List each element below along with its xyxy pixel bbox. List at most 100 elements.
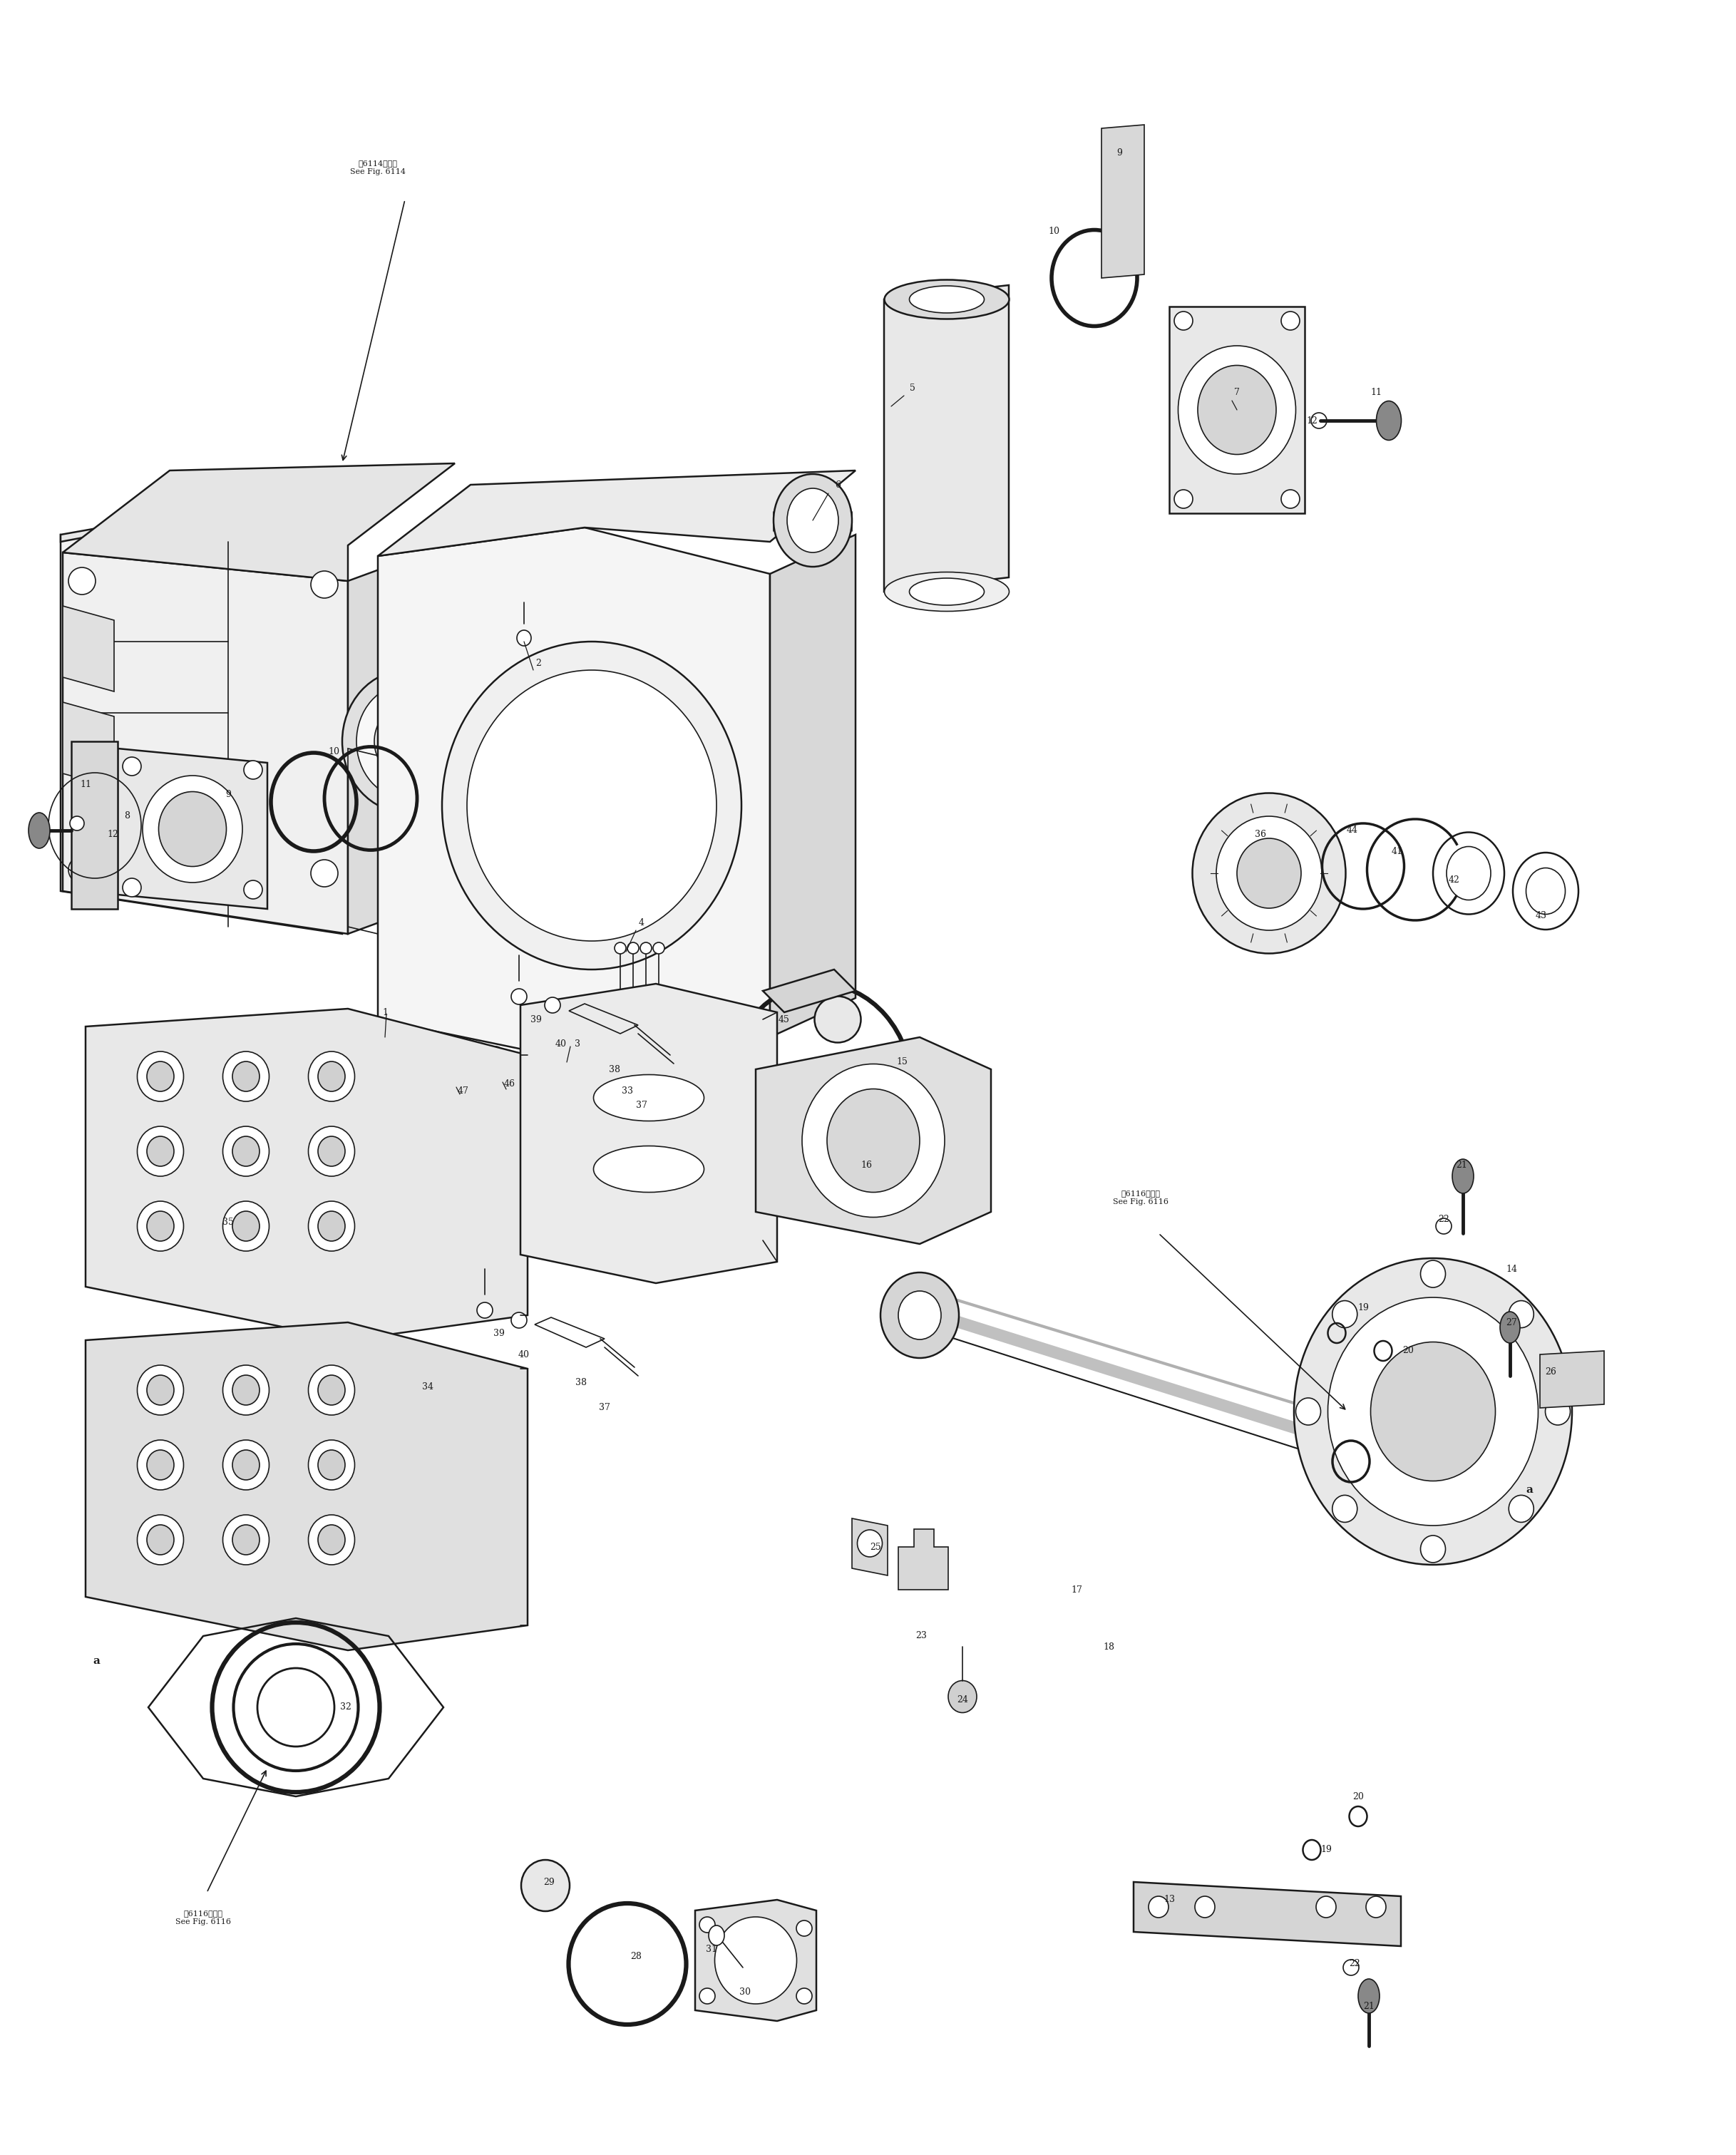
Ellipse shape [1371,1343,1495,1480]
Text: 16: 16 [861,1162,871,1170]
Ellipse shape [311,571,339,599]
Ellipse shape [1328,1297,1538,1526]
Ellipse shape [1332,1302,1358,1327]
Polygon shape [378,528,771,1062]
Ellipse shape [318,1375,345,1405]
Text: 37: 37 [599,1403,611,1412]
Ellipse shape [137,1440,184,1489]
Polygon shape [347,541,455,933]
Ellipse shape [521,1860,569,1911]
Text: 第6114図参照
See Fig. 6114: 第6114図参照 See Fig. 6114 [351,159,406,175]
Text: 40: 40 [519,1349,529,1360]
Ellipse shape [137,1127,184,1177]
Ellipse shape [545,998,561,1013]
Polygon shape [898,1530,948,1590]
Ellipse shape [1281,312,1300,330]
Ellipse shape [1198,366,1276,455]
Ellipse shape [158,791,226,866]
Text: 38: 38 [575,1379,587,1388]
Ellipse shape [1509,1302,1533,1327]
Text: 30: 30 [740,1987,750,1998]
Ellipse shape [342,670,470,812]
Ellipse shape [1293,1259,1573,1565]
Ellipse shape [510,989,526,1004]
Ellipse shape [28,812,50,849]
Text: 22: 22 [1437,1215,1450,1224]
Ellipse shape [814,996,861,1043]
Text: 12: 12 [108,830,118,838]
Polygon shape [1540,1351,1604,1407]
Polygon shape [85,1323,528,1651]
Text: 38: 38 [609,1065,620,1073]
Ellipse shape [309,1515,354,1565]
Text: 第6116図参照
See Fig. 6116: 第6116図参照 See Fig. 6116 [175,1909,231,1924]
Text: 19: 19 [1321,1845,1332,1855]
Ellipse shape [517,629,531,646]
Ellipse shape [1305,1396,1370,1468]
Text: 27: 27 [1505,1317,1517,1327]
Polygon shape [884,284,1009,593]
Ellipse shape [443,642,741,970]
Text: 46: 46 [503,1080,516,1088]
Ellipse shape [148,1450,174,1480]
Ellipse shape [510,1312,526,1327]
Text: a: a [92,1655,99,1666]
Polygon shape [755,1037,991,1243]
Polygon shape [852,1519,887,1575]
Ellipse shape [148,1211,174,1241]
Ellipse shape [233,1136,259,1166]
Ellipse shape [477,1302,493,1319]
Ellipse shape [1194,1896,1215,1918]
Ellipse shape [559,1037,575,1052]
Ellipse shape [1193,793,1345,953]
Text: 15: 15 [896,1058,908,1067]
Text: 5: 5 [910,384,915,392]
Text: 20: 20 [1403,1347,1413,1355]
Ellipse shape [309,1052,354,1101]
Ellipse shape [68,567,95,595]
Ellipse shape [786,489,838,552]
Ellipse shape [123,756,141,776]
Ellipse shape [1179,345,1295,474]
Ellipse shape [318,1211,345,1241]
Ellipse shape [318,1526,345,1554]
Ellipse shape [1217,817,1321,931]
Ellipse shape [318,1136,345,1166]
Text: 8: 8 [123,812,130,821]
Ellipse shape [1377,401,1401,440]
Ellipse shape [233,1526,259,1554]
Text: 11: 11 [80,780,92,789]
Polygon shape [61,534,342,933]
Ellipse shape [243,881,262,899]
Ellipse shape [826,1088,920,1192]
Ellipse shape [309,1364,354,1416]
Polygon shape [62,703,115,789]
Ellipse shape [1174,489,1193,509]
Text: 9: 9 [1116,149,1121,157]
Ellipse shape [910,578,984,606]
Text: 33: 33 [621,1086,634,1095]
Ellipse shape [69,817,83,830]
Ellipse shape [486,1047,503,1065]
Ellipse shape [137,1052,184,1101]
Polygon shape [118,748,267,909]
Ellipse shape [1238,838,1300,907]
Ellipse shape [148,1136,174,1166]
Ellipse shape [467,670,717,942]
Polygon shape [378,470,856,556]
Ellipse shape [1509,1496,1533,1521]
Polygon shape [62,552,347,933]
Ellipse shape [708,1924,724,1946]
Ellipse shape [309,1200,354,1252]
Ellipse shape [884,571,1009,612]
Ellipse shape [148,1375,174,1405]
Text: 4: 4 [639,918,644,929]
Ellipse shape [1420,1537,1446,1562]
Polygon shape [71,741,118,909]
Ellipse shape [594,1146,705,1192]
Ellipse shape [444,1052,465,1073]
Text: 44: 44 [1347,825,1358,836]
Text: 22: 22 [1349,1959,1361,1968]
Ellipse shape [1319,1414,1354,1452]
Ellipse shape [233,1450,259,1480]
